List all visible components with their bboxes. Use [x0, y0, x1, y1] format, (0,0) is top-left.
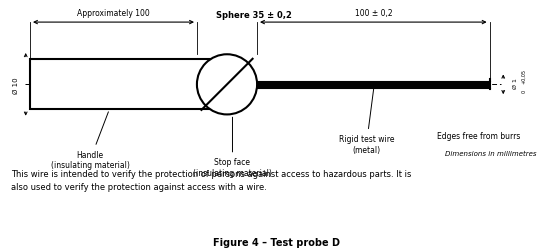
Text: 0: 0 — [521, 90, 527, 93]
Bar — [30, 60, 219, 110]
Text: Rigid test wire
(metal): Rigid test wire (metal) — [339, 84, 394, 154]
Text: +0,05: +0,05 — [521, 68, 527, 83]
Text: Sphere 35 ± 0,2: Sphere 35 ± 0,2 — [217, 10, 292, 20]
Text: Figure 4 – Test probe D: Figure 4 – Test probe D — [213, 237, 340, 247]
Text: Approximately 100: Approximately 100 — [77, 10, 150, 18]
Bar — [257, 82, 490, 88]
Text: Stop face
(insulating material): Stop face (insulating material) — [193, 118, 272, 177]
Text: Handle
(insulating material): Handle (insulating material) — [51, 112, 130, 170]
Ellipse shape — [197, 55, 257, 115]
Text: Ø 10: Ø 10 — [13, 77, 19, 93]
Text: Dimensions in millimetres: Dimensions in millimetres — [445, 150, 536, 156]
Text: Edges free from burrs: Edges free from burrs — [437, 132, 520, 140]
Text: This wire is intended to verify the protection of persons against access to haza: This wire is intended to verify the prot… — [11, 170, 411, 192]
Text: Ø 1: Ø 1 — [513, 78, 518, 89]
Text: 100 ± 0,2: 100 ± 0,2 — [354, 10, 392, 18]
